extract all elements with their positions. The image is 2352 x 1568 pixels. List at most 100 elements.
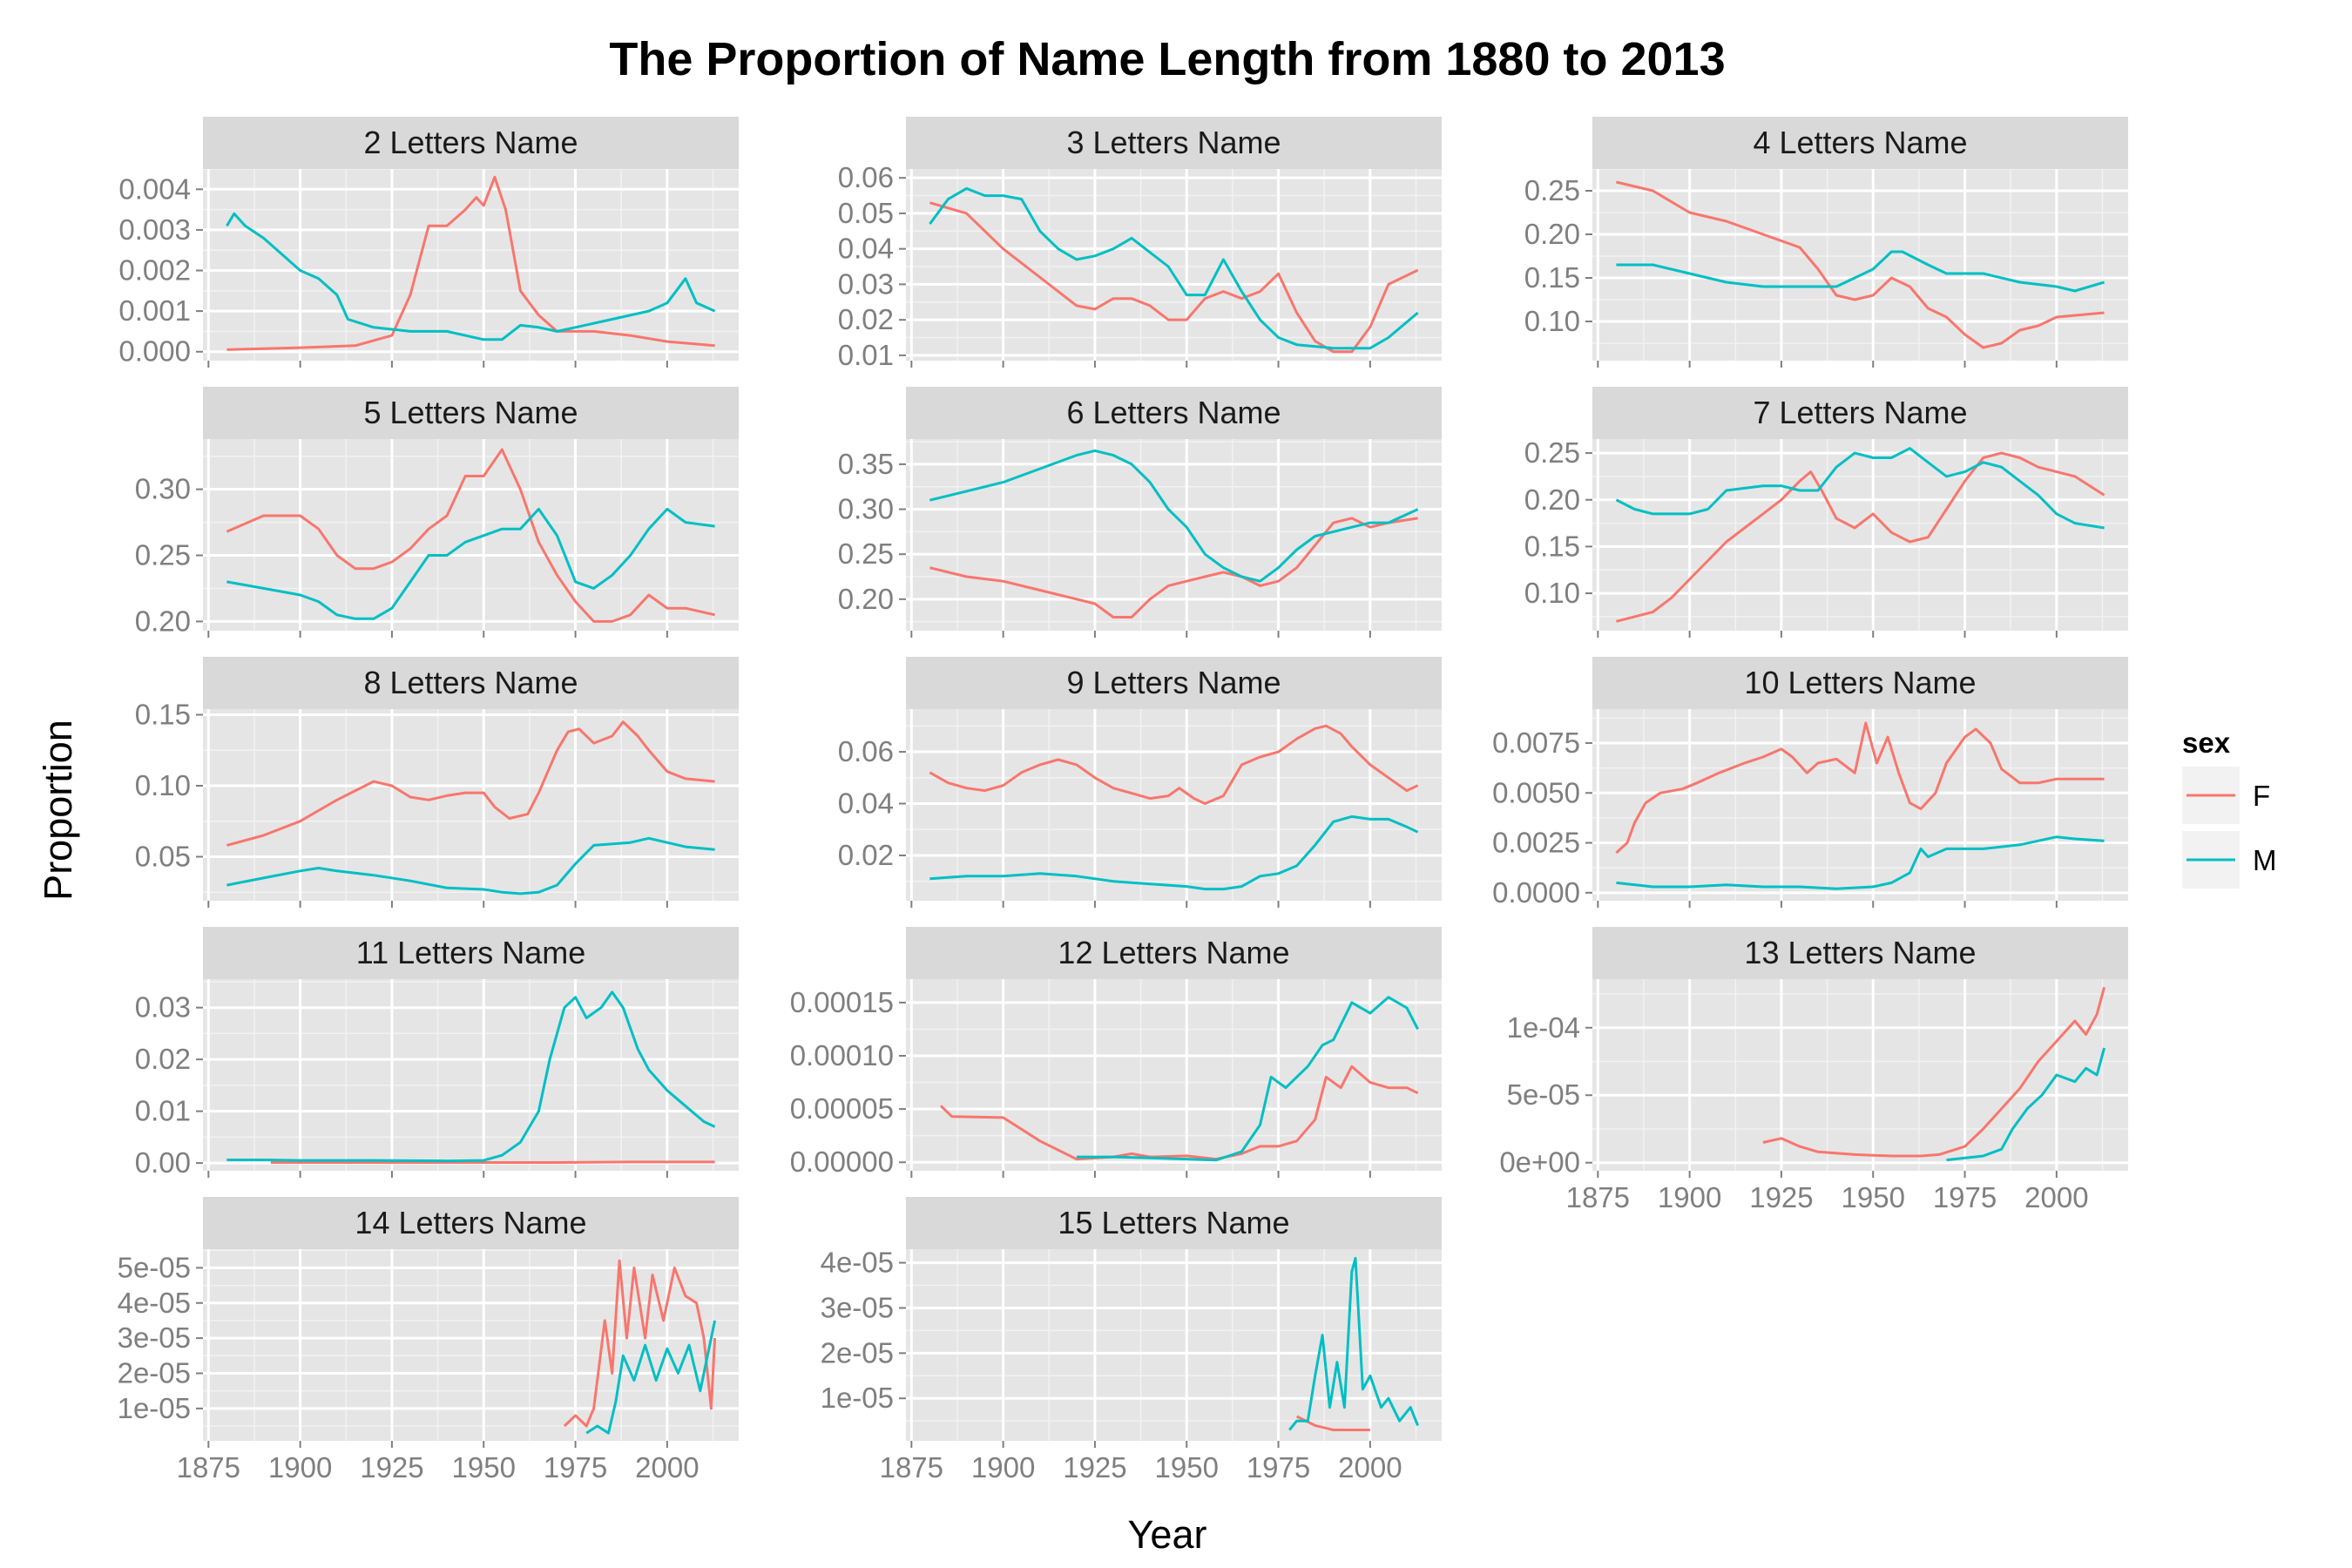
x-tick-label: 1925: [360, 1451, 423, 1484]
series-line-f: [226, 448, 715, 623]
series-lines: [226, 448, 715, 623]
y-tick-label: 0.15: [135, 699, 191, 731]
x-tick-label: 1975: [544, 1451, 607, 1484]
facet-strip: [906, 117, 1442, 169]
panel-background: [1592, 439, 2128, 631]
series-line-m: [226, 212, 716, 341]
panel-10: 11 Letters Name 0.00 0.01 0.02 0.03: [135, 927, 739, 1179]
series-line-m: [1076, 996, 1419, 1162]
facet-label: 3 Letters Name: [1066, 125, 1281, 160]
y-tick-label: 0.000: [118, 335, 191, 368]
y-tick-label: 4e-05: [118, 1287, 191, 1319]
chart-title: The Proportion of Name Length from 1880 …: [609, 33, 1725, 85]
series-line-f: [1616, 180, 2105, 349]
y-tick-label: 0.0075: [1492, 727, 1580, 759]
y-tick-label: 0.30: [135, 473, 191, 505]
series-line-f: [226, 175, 715, 351]
y-tick-label: 0.20: [1524, 218, 1580, 250]
series-lines: [929, 449, 1419, 618]
panel-8: 9 Letters Name 0.02 0.04 0.06: [838, 657, 1442, 908]
y-tick-label: 0.01: [135, 1095, 191, 1127]
series-line-f: [929, 517, 1418, 618]
y-tick-label: 5e-05: [118, 1251, 191, 1283]
y-tick-label: 0.30: [838, 493, 894, 525]
series-line-f: [929, 724, 1419, 805]
y-tick-label: 0.02: [838, 839, 894, 871]
legend-title: sex: [2182, 727, 2231, 759]
y-tick-label: 0.004: [118, 172, 191, 205]
facet-panels: 2 Letters Name 0.000 0.001 0.002 0.003 0.004 3…: [118, 117, 2128, 1484]
facet-label: 15 Letters Name: [1058, 1205, 1289, 1240]
x-tick-label: 1925: [1749, 1181, 1813, 1213]
x-tick-label: 1950: [452, 1451, 516, 1484]
facet-label: 11 Letters Name: [356, 935, 585, 970]
series-line-m: [585, 1320, 717, 1435]
y-tick-label: 0.02: [135, 1043, 191, 1075]
y-tick-label: 0.00005: [790, 1092, 894, 1125]
series-line-f: [1615, 721, 2105, 855]
y-tick-label: 1e-05: [821, 1382, 894, 1414]
panel-background: [906, 439, 1442, 631]
gridlines: [906, 439, 1442, 631]
y-tick-label: 0.35: [838, 448, 894, 480]
series-lines: [939, 996, 1419, 1162]
y-tick-label: 0.02: [838, 303, 894, 335]
series-line-f: [1616, 451, 2105, 623]
y-tick-label: 0.00: [135, 1146, 191, 1179]
gridlines: [203, 709, 739, 901]
panel-background: [1592, 979, 2128, 1171]
facet-label: 10 Letters Name: [1744, 665, 1976, 700]
gridlines: [203, 439, 739, 631]
y-tick-label: 0.15: [1524, 261, 1580, 294]
x-tick-label: 1925: [1063, 1451, 1126, 1484]
series-line-m: [1288, 1256, 1419, 1431]
y-tick-label: 0.20: [838, 583, 894, 615]
panel-14: 15 Letters Name 1e-05 2e-05 3e-05 4e-05 1875 1…: [821, 1197, 1442, 1484]
panel-background: [203, 439, 739, 631]
facet-strip: [1592, 117, 2128, 169]
panel-3: 4 Letters Name 0.10 0.15 0.20 0.25: [1524, 117, 2128, 368]
facet-strip: [1592, 927, 2128, 979]
series-line-m: [1616, 250, 2105, 293]
panel-background: [1592, 169, 2128, 361]
y-tick-label: 5e-05: [1507, 1078, 1580, 1111]
panel-4: 5 Letters Name 0.20 0.25 0.30: [135, 387, 739, 638]
y-tick-label: 0.10: [135, 769, 191, 801]
x-axis-title: Year: [1128, 1512, 1207, 1557]
facet-strip: [203, 387, 739, 439]
x-tick-label: 1875: [177, 1451, 240, 1484]
x-tick-label: 1950: [1155, 1451, 1219, 1484]
series-lines: [929, 186, 1419, 354]
y-tick-label: 0.06: [838, 735, 894, 767]
series-line-f: [270, 1160, 715, 1164]
facet-strip: [906, 927, 1442, 979]
y-tick-label: 2e-05: [821, 1336, 894, 1369]
y-tick-label: 0.002: [118, 254, 191, 287]
facet-label: 7 Letters Name: [1753, 395, 1967, 430]
series-line-m: [1616, 835, 2105, 890]
x-tick-label: 2000: [2024, 1181, 2088, 1213]
y-tick-label: 0.03: [838, 267, 894, 300]
facet-label: 8 Letters Name: [363, 665, 578, 700]
y-tick-label: 0.01: [838, 339, 894, 371]
y-tick-label: 0.20: [135, 605, 191, 637]
y-tick-label: 0.25: [1524, 436, 1580, 469]
y-tick-label: 0.25: [135, 539, 191, 571]
facet-strip: [203, 1197, 739, 1249]
y-tick-label: 0.00010: [790, 1039, 894, 1071]
series-line-f: [1295, 1415, 1370, 1431]
y-tick-label: 0.0025: [1492, 827, 1580, 859]
y-tick-label: 0.001: [118, 294, 191, 327]
facet-label: 5 Letters Name: [363, 395, 578, 430]
facet-label: 4 Letters Name: [1753, 125, 1967, 160]
series-line-f: [226, 720, 715, 847]
panel-background: [203, 1249, 739, 1441]
series-lines: [226, 990, 716, 1164]
panel-7: 8 Letters Name 0.05 0.10 0.15: [135, 657, 739, 908]
x-tick-label: 1900: [268, 1451, 332, 1484]
panel-background: [906, 979, 1442, 1171]
series-lines: [929, 724, 1419, 891]
y-tick-label: 0.0050: [1492, 776, 1580, 808]
